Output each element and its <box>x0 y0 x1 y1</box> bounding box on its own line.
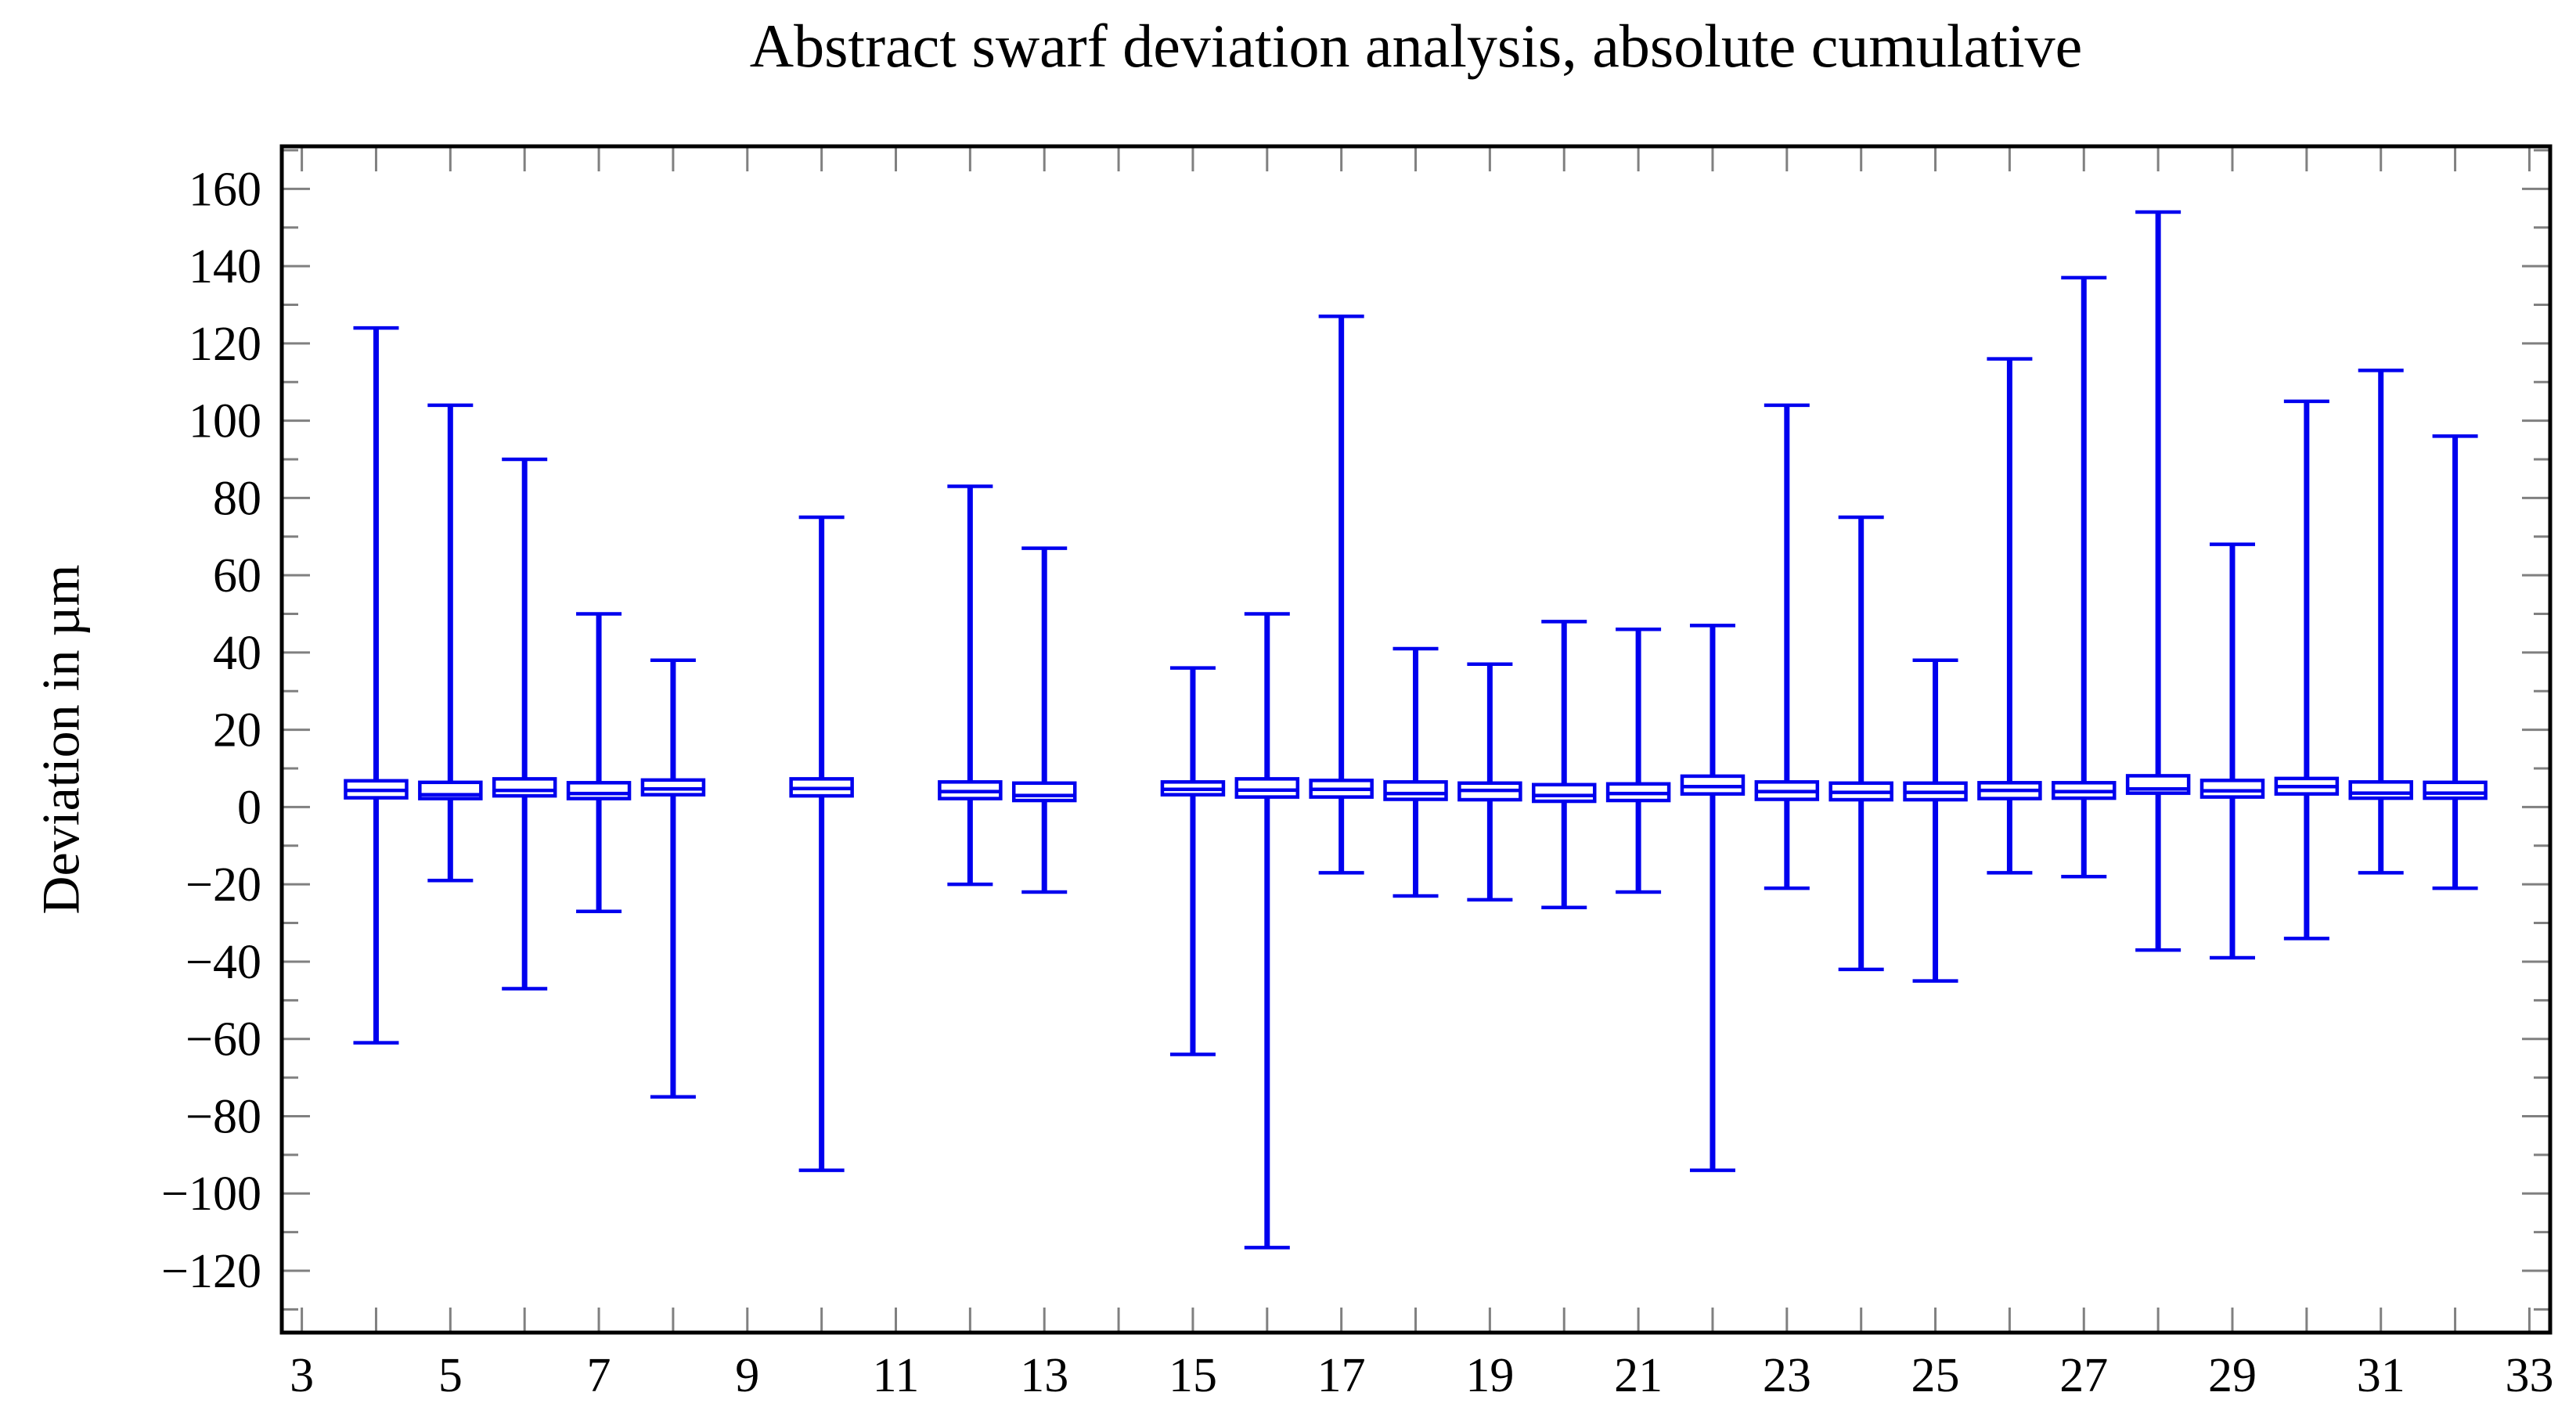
box-plot <box>1680 624 1746 1172</box>
box-plot <box>1903 658 1968 983</box>
box-plot <box>1309 315 1374 875</box>
y-tick-label: 0 <box>237 781 261 834</box>
iqr-box <box>1531 782 1597 804</box>
iqr-box <box>1234 777 1300 799</box>
x-tick-label: 31 <box>2357 1349 2405 1402</box>
box-plot <box>2348 369 2413 875</box>
box-plot <box>418 403 483 883</box>
y-tick-label: −120 <box>161 1245 261 1298</box>
box-plot <box>1160 666 1226 1056</box>
box-plot <box>1977 357 2042 875</box>
axis-frame <box>279 144 2553 1335</box>
x-tick-label: 7 <box>587 1349 611 1402</box>
x-tick-label: 29 <box>2208 1349 2257 1402</box>
y-tick-label: 120 <box>189 318 261 371</box>
box-plot <box>2125 210 2191 952</box>
x-tick-label: 13 <box>1020 1349 1068 1402</box>
y-tick-label: 20 <box>213 704 261 757</box>
y-tick-label: −60 <box>186 1013 261 1067</box>
x-tick-label: 3 <box>290 1349 314 1402</box>
box-plot <box>566 612 632 913</box>
box-plot <box>1605 628 1671 894</box>
x-tick-label: 21 <box>1614 1349 1663 1402</box>
iqr-box <box>566 781 632 800</box>
y-axis-label: Deviation in µm <box>31 564 91 915</box>
y-tick-label: 160 <box>189 163 261 216</box>
box-plot <box>344 326 409 1045</box>
y-tick-label: 100 <box>189 395 261 448</box>
box-plot <box>1234 612 1300 1250</box>
box-plot <box>640 658 706 1099</box>
x-tick-label: 19 <box>1465 1349 1514 1402</box>
box-plot <box>2423 434 2488 890</box>
y-tick-label: −40 <box>186 936 261 989</box>
y-tick-label: −100 <box>161 1167 261 1221</box>
box-plot <box>1828 515 1893 972</box>
box-plot <box>1754 403 1820 890</box>
y-tick-label: 140 <box>189 240 261 293</box>
box-plot <box>1383 646 1448 898</box>
x-tick-label: 17 <box>1317 1349 1366 1402</box>
x-tick-label: 11 <box>873 1349 920 1402</box>
x-tick-label: 9 <box>735 1349 759 1402</box>
box-plot <box>2052 275 2117 879</box>
iqr-box <box>1383 780 1448 801</box>
box-plot <box>1457 662 1522 902</box>
iqr-box <box>2200 779 2265 799</box>
iqr-box <box>2348 780 2413 800</box>
box-plot <box>1531 620 1597 910</box>
x-tick-label: 33 <box>2505 1349 2553 1402</box>
iqr-box <box>1011 781 1077 803</box>
y-tick-label: 60 <box>213 549 261 603</box>
x-tick-label: 5 <box>438 1349 463 1402</box>
y-tick-label: 80 <box>213 472 261 525</box>
x-tick-label: 25 <box>1911 1349 1960 1402</box>
box-plot <box>938 484 1003 887</box>
iqr-box <box>492 777 557 798</box>
y-tick-label: 40 <box>213 627 261 680</box>
x-tick-label: 15 <box>1169 1349 1217 1402</box>
x-tick-label: 23 <box>1763 1349 1811 1402</box>
box-plot <box>2200 542 2265 960</box>
box-plot <box>492 457 557 991</box>
iqr-box <box>2423 780 2488 800</box>
x-tick-label: 27 <box>2059 1349 2108 1402</box>
y-tick-label: −80 <box>186 1090 261 1143</box>
box-plot <box>1011 546 1077 894</box>
chart-title: Abstract swarf deviation analysis, absol… <box>749 12 2083 80</box>
y-tick-label: −20 <box>186 858 261 912</box>
box-plot <box>789 515 854 1172</box>
box-plot <box>2274 399 2340 941</box>
